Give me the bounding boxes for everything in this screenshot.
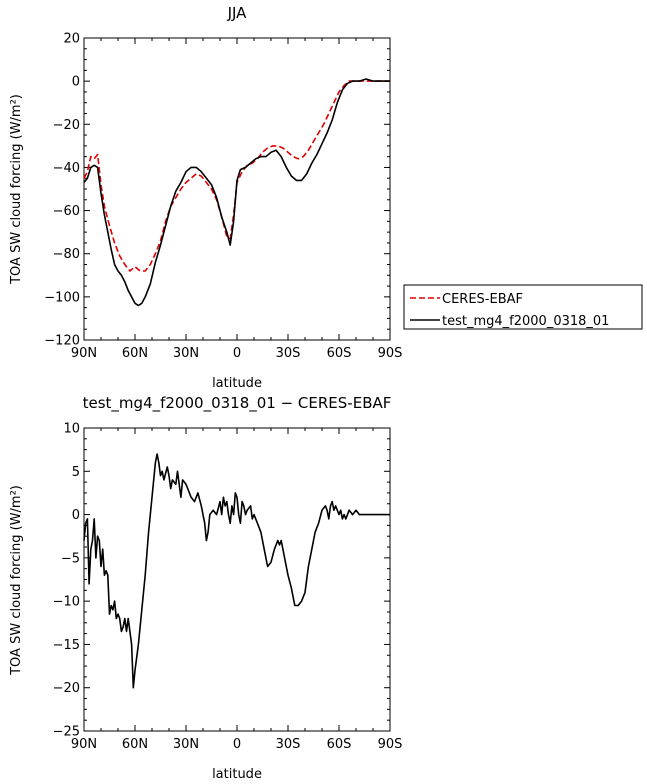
x-tick-labels: 90N 60N 30N 0 30S 60S 90S: [71, 737, 403, 752]
chart-panel-bottom: test_mg4_f2000_0318_01 − CERES-EBAF 10 5 0…: [9, 394, 402, 782]
legend-label-model: test_mg4_f2000_0318_01: [442, 314, 609, 329]
y-tick-label: 10: [63, 422, 80, 437]
y-tick-label: −20: [53, 681, 80, 696]
y-tick-label: −15: [53, 638, 80, 653]
y-tick-label: −25: [53, 725, 80, 740]
x-tick-label: 90S: [378, 737, 403, 752]
y-tick-label: −60: [53, 204, 80, 219]
series-lines: [83, 453, 390, 689]
x-tick-label: 90S: [378, 346, 403, 361]
chart-title: test_mg4_f2000_0318_01 − CERES-EBAF: [83, 394, 392, 413]
x-tick-label: 60S: [327, 346, 352, 361]
x-tick-label: 30N: [173, 346, 199, 361]
legend-label-ceres: CERES-EBAF: [442, 292, 523, 307]
x-axis-label: latitude: [212, 767, 262, 782]
x-axis-label: latitude: [212, 376, 262, 391]
x-tick-label: 60N: [122, 737, 148, 752]
y-tick-label: 0: [72, 75, 80, 90]
x-tick-label: 30S: [276, 737, 301, 752]
y-tick-label: −20: [53, 118, 80, 133]
x-tick-label: 30S: [276, 346, 301, 361]
x-tick-label: 60N: [122, 346, 148, 361]
chart-title: JJA: [227, 4, 248, 22]
tick-marks: [83, 427, 391, 732]
legend: CERES-EBAF test_mg4_f2000_0318_01: [403, 284, 643, 330]
y-tick-label: −100: [44, 290, 80, 305]
x-tick-label: 60S: [327, 737, 352, 752]
series-line-difference: [83, 453, 390, 689]
chart-panel-top: JJA 20 0 −20 −40 −60 −80 −100 −120 90N 60N 30N 0 30…: [9, 4, 402, 391]
y-tick-labels: 20 0 −20 −40 −60 −80 −100 −120: [44, 32, 80, 349]
legend-box: [403, 284, 643, 330]
series-lines: [83, 78, 390, 307]
y-tick-label: −10: [53, 595, 80, 610]
x-tick-label: 90N: [71, 346, 97, 361]
y-axis-label: TOA SW cloud forcing (W/m²): [9, 94, 24, 285]
y-tick-label: −40: [53, 161, 80, 176]
series-line-ceres-ebaf: [83, 80, 390, 272]
x-tick-label: 0: [233, 346, 241, 361]
y-tick-label: 20: [63, 32, 80, 47]
y-tick-label: −120: [44, 334, 80, 349]
x-tick-labels: 90N 60N 30N 0 30S 60S 90S: [71, 346, 403, 361]
y-tick-label: 5: [72, 465, 80, 480]
plot-frame: [83, 427, 391, 732]
y-axis-label: TOA SW cloud forcing (W/m²): [9, 485, 24, 676]
series-line-test-mg4-f2000-0318-01: [83, 78, 390, 307]
x-tick-label: 0: [233, 737, 241, 752]
x-tick-label: 90N: [71, 737, 97, 752]
x-tick-label: 30N: [173, 737, 199, 752]
y-tick-label: 0: [72, 508, 80, 523]
y-tick-label: −5: [61, 551, 80, 566]
y-tick-label: −80: [53, 247, 80, 262]
y-tick-labels: 10 5 0 −5 −10 −15 −20 −25: [53, 422, 80, 740]
